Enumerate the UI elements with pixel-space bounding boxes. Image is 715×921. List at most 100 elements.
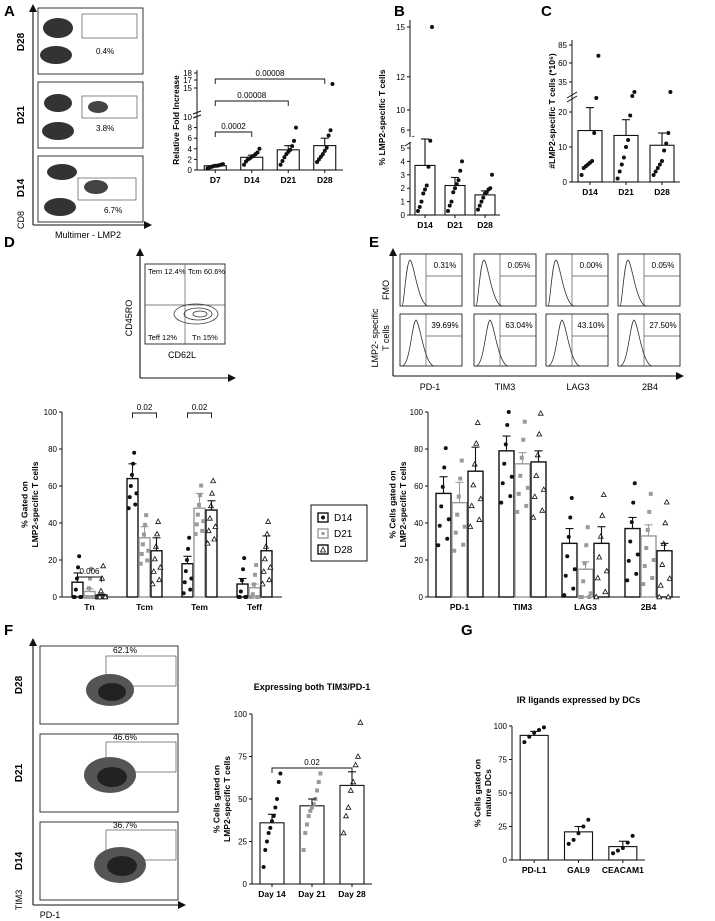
chart-d-point-d28-0-2 [96, 593, 103, 600]
chart-c-point-1-1 [617, 169, 622, 174]
chart-f-bar-0 [259, 822, 285, 885]
chart-a-point-2-8 [293, 125, 298, 130]
chart-d-point-d21-1-4 [143, 522, 148, 527]
chart-e-point-d28-3-5 [663, 498, 670, 505]
flow-e-y-arrow [389, 248, 397, 256]
chart-e-ylabel-line-1: LMP2-specific T cells [398, 461, 408, 547]
flow-a-pct-d21: 3.8% [96, 124, 114, 133]
chart-e-point-d21-1-1 [516, 491, 521, 496]
chart-c-point-0-6 [592, 131, 597, 135]
chart-e-point-d28-1-2 [533, 472, 540, 479]
chart-a-ytick-label-6: 15 [183, 84, 192, 93]
chart-e-point-d14-3-3 [629, 520, 634, 525]
chart-d-point-d21-2-5 [199, 483, 204, 488]
flow-e-curve-fmo-2 [547, 259, 575, 307]
flow-f-pct-d21: 46.6% [113, 732, 138, 742]
chart-b-point-0-5 [424, 183, 429, 188]
chart-e-point-d21-1-0 [515, 509, 520, 514]
chart-f-ytick-label-0: 0 [243, 880, 248, 889]
chart-b-point-1-0 [446, 208, 450, 213]
chart-d-bracket-1-label: 0.02 [137, 403, 153, 412]
chart-e-point-d14-2-3 [566, 534, 571, 539]
chart-c-point-1-8 [632, 90, 637, 94]
chart-d-point-d21-1-6 [145, 558, 150, 563]
flow-d-quad-tn: Tn 15% [192, 333, 218, 342]
chart-e-ytick-label-3: 60 [414, 482, 423, 491]
chart-d-point-d28-3-0 [259, 580, 266, 587]
flow-f-x-arrow [178, 901, 186, 909]
chart-e-point-d14-2-4 [568, 515, 573, 520]
chart-g-point-1-0 [566, 841, 571, 846]
chart-e-point-d28-1-6 [539, 507, 546, 513]
chart-e-point-d28-2-2 [596, 553, 603, 560]
chart-a-ytick-label-7: 17 [183, 76, 192, 85]
legend-label-d14: D14 [334, 513, 353, 524]
chart-c-ylabel: #LMP2-specific T cells (*10⁶) [547, 53, 557, 169]
chart-d-point-d21-3-4 [253, 572, 258, 577]
chart-d-point-d28-2-5 [210, 477, 217, 484]
flow-d-quad-tcm: Tcm 60.6% [188, 267, 225, 276]
flow-f-pct-d28: 62.1% [113, 645, 138, 655]
chart-b-point-0-3 [421, 191, 426, 196]
chart-d-point-d21-0-7 [91, 595, 96, 599]
chart-b-ytick-label-4: 4 [401, 157, 406, 166]
chart-d-point-d28-3-6 [266, 576, 273, 583]
chart-e-point-d14-2-1 [563, 573, 568, 578]
chart-f-point-1-2 [304, 822, 309, 827]
flow-a-x-arrow [144, 221, 152, 229]
chart-d-point-d28-1-5 [155, 518, 162, 524]
chart-d-xtick-label-2: Tem [191, 602, 208, 612]
chart-g: 0 25 50 75 100 PD-L1 GAL9 CEACAM1 % Cells gated … [473, 695, 645, 875]
chart-e-point-d14-2-2 [565, 554, 570, 559]
flow-e-x-arrow [676, 372, 684, 380]
chart-c-ytick-label-3: 35 [558, 78, 567, 87]
flow-a-box-d28 [37, 7, 144, 75]
chart-d-point-d21-3-7 [256, 595, 261, 599]
chart-d-point-d21-1-0 [138, 561, 143, 566]
chart-e-point-d14-0-6 [445, 536, 450, 541]
chart-e-point-d21-2-1 [579, 595, 584, 599]
chart-e-bar-d28-3 [656, 550, 673, 598]
chart-a-xtick-label-2: D21 [280, 175, 296, 185]
chart-c-point-1-3 [621, 155, 626, 160]
flow-e-curve-lmp2-3 [619, 319, 653, 367]
chart-e-point-d21-2-5 [585, 525, 590, 530]
chart-e-xtick-label-2: LAG3 [574, 602, 597, 612]
chart-a-point-3-3 [320, 152, 325, 157]
chart-a-point-1-8 [257, 146, 262, 151]
chart-d-xtick-label-1: Tcm [136, 602, 153, 612]
flow-a-pct-d28: 0.4% [96, 47, 114, 56]
chart-e-point-d14-1-5 [506, 410, 511, 414]
chart-e-point-d28-3-4 [662, 519, 669, 526]
chart-a-ytick-label-4: 8 [188, 124, 193, 133]
chart-e-point-d14-0-2 [439, 504, 444, 509]
chart-e-bar-d14-1 [498, 450, 515, 598]
panel-a-flow: 0.4% 3.8% 6.7% D28 D21 D14 CD8 Multimer … [16, 4, 152, 240]
chart-e-point-d21-0-3 [456, 494, 461, 499]
chart-b-point-1-4 [453, 186, 457, 191]
chart-f-point-0-3 [266, 831, 271, 835]
chart-d-point-d21-3-2 [250, 592, 255, 597]
flow-e-box-fmo-1 [473, 253, 537, 307]
chart-d-point-d28-0-4 [98, 575, 106, 581]
chart-e-point-d21-3-0 [641, 582, 646, 587]
chart-f-bar-1 [299, 805, 325, 885]
chart-a-point-2-7 [292, 138, 297, 143]
flow-e-pct-lmp2-3: 27.50% [649, 321, 676, 330]
chart-e-point-d28-2-5 [600, 491, 607, 497]
chart-e-bar-d14-3 [624, 527, 641, 598]
chart-a-point-3-7 [328, 128, 333, 133]
flow-f-y-arrow [29, 638, 37, 646]
chart-e-point-d21-0-6 [461, 542, 466, 547]
chart-e-point-d14-1-7 [509, 474, 514, 479]
chart-e-point-d14-3-1 [626, 558, 631, 563]
flow-e-marker-lag3: LAG3 [566, 382, 589, 392]
flow-d-contour-a [173, 303, 219, 325]
chart-f-point-0-9 [276, 780, 281, 784]
chart-c-point-2-7 [666, 131, 671, 135]
flow-d-contour-b [183, 307, 213, 321]
chart-g-bar-1 [563, 831, 594, 861]
flow-d-x-label: CD62L [168, 350, 196, 360]
